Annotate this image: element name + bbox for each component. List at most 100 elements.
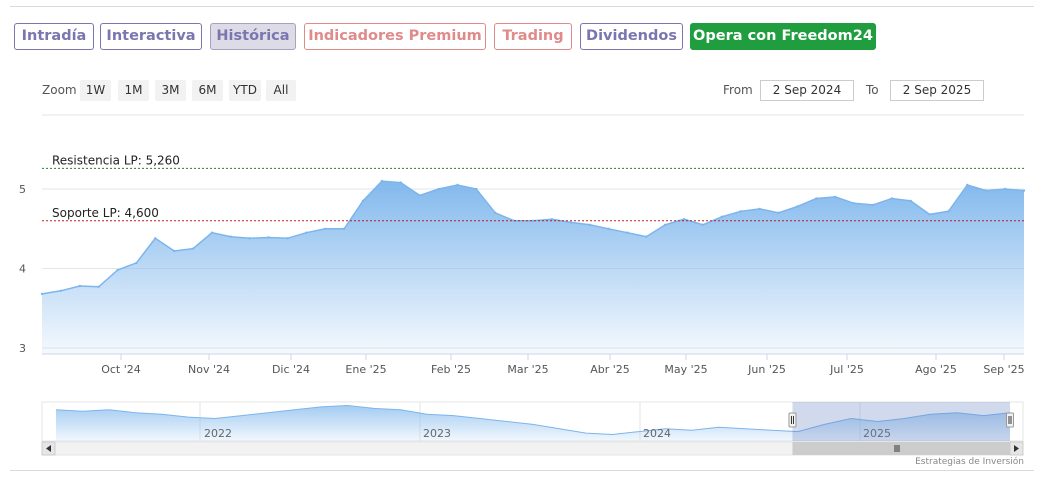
data-point [456,183,459,187]
y-tick-label: 5 [19,183,26,196]
data-point [1003,187,1007,191]
data-point [324,227,327,230]
zoom-button-3m[interactable]: 3M [155,80,186,101]
navigator-right-handle[interactable] [1006,412,1014,428]
data-point [550,218,554,221]
tab-intradía[interactable]: Intradía [14,23,94,50]
zoom-button-1m[interactable]: 1M [118,80,149,101]
arrow-left-icon [46,445,51,452]
data-point [248,237,251,240]
data-point [701,223,705,226]
support-label: Soporte LP: 4,600 [52,206,159,220]
data-point [437,187,440,191]
data-point [191,247,195,250]
data-point [286,237,289,240]
zoom-button-ytd[interactable]: YTD [229,80,261,101]
data-point [1022,189,1026,192]
data-point [418,194,421,197]
data-point [173,249,176,253]
data-point [777,211,780,214]
zoom-button-6m[interactable]: 6M [192,80,223,101]
data-point [116,268,119,272]
data-point [78,284,82,288]
navigator-selection[interactable] [792,402,1010,441]
data-point [664,223,667,226]
tab-interactiva[interactable]: Interactiva [100,23,202,50]
navigator-year-label: 2024 [643,427,671,440]
to-date-input[interactable]: 2 Sep 2025 [890,80,984,101]
data-point [815,197,818,200]
data-point [97,285,100,288]
data-point [59,289,63,292]
y-tick-label: 3 [19,342,26,355]
data-point [40,292,44,296]
data-point [475,187,478,191]
x-tick-label: Dic '24 [272,363,310,376]
data-point [399,181,402,184]
data-point [135,261,138,265]
x-tick-label: Abr '25 [590,363,630,376]
data-point [890,197,893,200]
chart-credits: Estrategias de Inversión [915,457,1024,467]
data-point [380,179,384,183]
x-tick-label: Nov '24 [188,363,230,376]
data-point [229,235,232,238]
x-tick-label: Feb '25 [431,363,471,376]
tab-opera-con-freedom24[interactable]: Opera con Freedom24 [690,23,876,50]
data-point [758,207,761,211]
x-tick-label: Ago '25 [915,363,957,376]
arrow-right-icon [1014,445,1019,452]
data-point [267,236,270,239]
data-point [928,213,931,216]
data-point [494,211,497,214]
data-point [852,202,856,205]
navigator-area [56,405,1010,441]
x-tick-label: Ene '25 [345,363,386,376]
from-label: From [723,83,753,97]
data-point [720,215,723,218]
x-tick-label: Jul '25 [829,363,864,376]
x-tick-label: Jun '25 [747,363,786,376]
zoom-label: Zoom [42,83,77,97]
navigator-year-label: 2022 [204,427,232,440]
data-point [966,183,969,187]
data-point [947,210,950,213]
top-divider [10,6,1034,7]
navigator-year-label: 2025 [863,427,891,440]
area-fill [42,181,1024,354]
tab-trading[interactable]: Trading [494,23,572,50]
data-point [607,227,610,230]
data-point [154,237,157,240]
data-point [343,227,346,230]
x-tick-label: May '25 [664,363,707,376]
data-point [645,235,648,238]
x-tick-label: Sep '25 [983,363,1024,376]
tab-indicadores-premium[interactable]: Indicadores Premium [304,23,486,50]
data-point [569,221,572,224]
from-date-input[interactable]: 2 Sep 2024 [760,80,854,101]
tab-dividendos[interactable]: Dividendos [580,23,683,50]
navigator-year-label: 2023 [423,427,451,440]
resistance-label: Resistencia LP: 5,260 [52,153,180,167]
data-point [626,231,629,234]
zoom-button-all[interactable]: All [266,80,296,101]
data-point [210,231,214,234]
scrollbar-thumb[interactable] [792,442,1010,455]
data-point [361,199,365,203]
y-tick-label: 4 [19,263,26,276]
x-tick-label: Oct '24 [101,363,141,376]
navigator-left-handle[interactable] [788,412,797,428]
tab-histórica[interactable]: Histórica [210,23,296,50]
data-point [796,205,799,208]
bottom-divider [10,470,1034,471]
data-point [682,218,686,221]
data-point [909,199,912,203]
navigator-line [55,404,1011,436]
to-label: To [866,83,879,97]
data-point [588,223,591,226]
zoom-button-1w[interactable]: 1W [80,80,111,101]
data-point [305,231,308,234]
data-point [834,195,837,199]
data-point [985,189,988,192]
